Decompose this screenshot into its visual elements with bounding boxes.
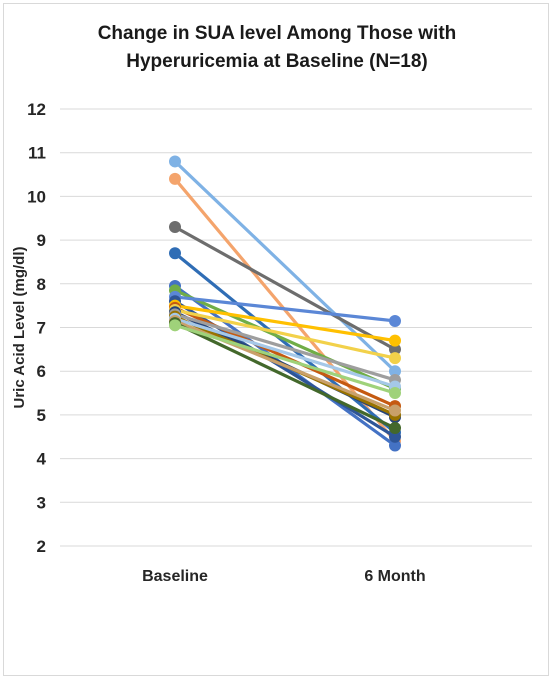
y-tick-label: 11 [28, 144, 46, 163]
series-line-7 [173, 295, 397, 323]
series-line-9 [173, 304, 397, 343]
y-tick-label: 3 [37, 493, 46, 512]
x-tick-label: Baseline [142, 568, 208, 585]
y-tick-label: 9 [37, 231, 46, 250]
y-tick-label: 4 [37, 450, 47, 469]
chart-title: Change in SUA level Among Those with Hyp… [97, 23, 457, 72]
x-tick-label: 6 Month [364, 568, 425, 585]
y-tick-label: 8 [37, 275, 46, 294]
series-point-9-6month [389, 334, 401, 347]
series-line-4 [173, 251, 397, 434]
series-line-3 [173, 225, 397, 351]
y-axis-label: Uric Acid Level (mg/dl) [11, 247, 28, 409]
series-point-1-baseline [169, 155, 181, 168]
series-line-15 [173, 317, 397, 389]
series-point-3-6month [389, 343, 401, 356]
y-tick-label: 7 [37, 319, 46, 338]
series-line-6 [173, 288, 397, 391]
series-point-8-6month [389, 430, 401, 443]
y-tick-label: 6 [37, 362, 46, 381]
y-tick-label: 10 [27, 187, 46, 206]
series-point-11-6month [389, 352, 401, 365]
series-line-18 [173, 323, 397, 395]
series-point-18-6month [389, 387, 401, 400]
y-tick-label: 5 [37, 406, 46, 425]
y-tick-label: 2 [37, 537, 46, 556]
series-point-4-baseline [169, 247, 181, 260]
series-line-13 [173, 312, 397, 382]
series-point-7-6month [389, 314, 401, 327]
series-point-2-baseline [169, 172, 181, 185]
y-tick-label: 12 [27, 100, 46, 119]
series-point-17-6month [389, 422, 401, 435]
series-point-5-6month [389, 439, 401, 452]
series-point-3-baseline [169, 220, 181, 233]
series-point-18-baseline [169, 319, 181, 332]
series-point-1-6month [389, 365, 401, 378]
series-line-11 [173, 308, 397, 360]
series-point-16-6month [389, 404, 401, 417]
chart-frame [3, 3, 549, 676]
series-line-17 [173, 321, 397, 430]
